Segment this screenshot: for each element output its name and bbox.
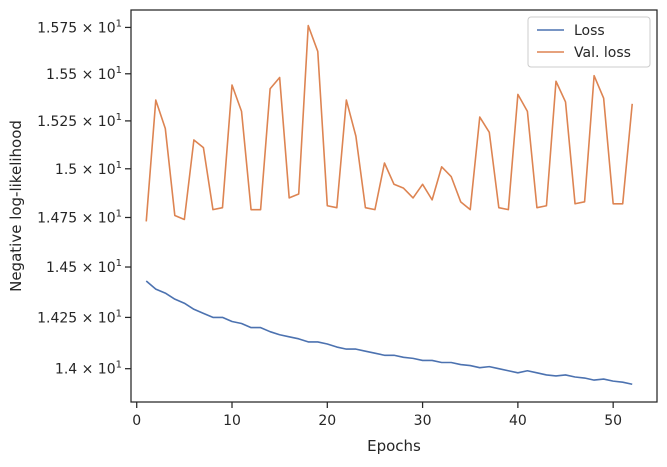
y-axis-label: Negative log-likelihood	[7, 120, 25, 292]
y-axis-ticks: 1.4 × 101 1.425 × 101 1.45 × 101 1.475 × 10…	[37, 18, 131, 378]
series-layer	[145, 24, 634, 386]
y-tick-exponent: 1	[116, 258, 122, 269]
y-tick-exponent: 1	[116, 160, 122, 171]
legend-entry: Loss	[574, 23, 605, 39]
y-tick-label: 1.525 × 101	[37, 112, 122, 130]
x-tick-label: 20	[318, 413, 336, 429]
y-tick-exponent: 1	[116, 18, 122, 29]
y-tick-label: 1.55 × 101	[46, 65, 122, 83]
y-tick-label: 1.575 × 101	[37, 18, 122, 36]
x-tick-label: 50	[604, 413, 622, 429]
legend: Loss Val. loss	[527, 16, 651, 68]
y-tick-label: 1.45 × 101	[46, 258, 122, 276]
x-tick-label: 10	[223, 413, 241, 429]
x-tick-label: 30	[414, 413, 432, 429]
x-tick-label: 0	[132, 413, 141, 429]
y-tick-exponent: 1	[116, 65, 122, 76]
legend-entry: Val. loss	[574, 45, 631, 61]
y-tick-label: 1.4 × 101	[55, 360, 122, 378]
x-axis-ticks: 0 10 20 30 40 50	[132, 402, 622, 429]
x-axis-label: Epochs	[367, 437, 421, 455]
plot-frame	[130, 9, 658, 403]
y-tick-label: 1.475 × 101	[37, 208, 122, 226]
y-tick-exponent: 1	[116, 208, 122, 219]
y-tick-exponent: 1	[116, 308, 122, 319]
y-tick-exponent: 1	[116, 112, 122, 123]
y-tick-label: 1.425 × 101	[37, 308, 122, 326]
y-tick-exponent: 1	[116, 360, 122, 371]
series-line	[145, 24, 634, 222]
series-line	[145, 280, 633, 386]
y-tick-label: 1.5 × 101	[55, 160, 122, 178]
x-tick-label: 40	[509, 413, 527, 429]
